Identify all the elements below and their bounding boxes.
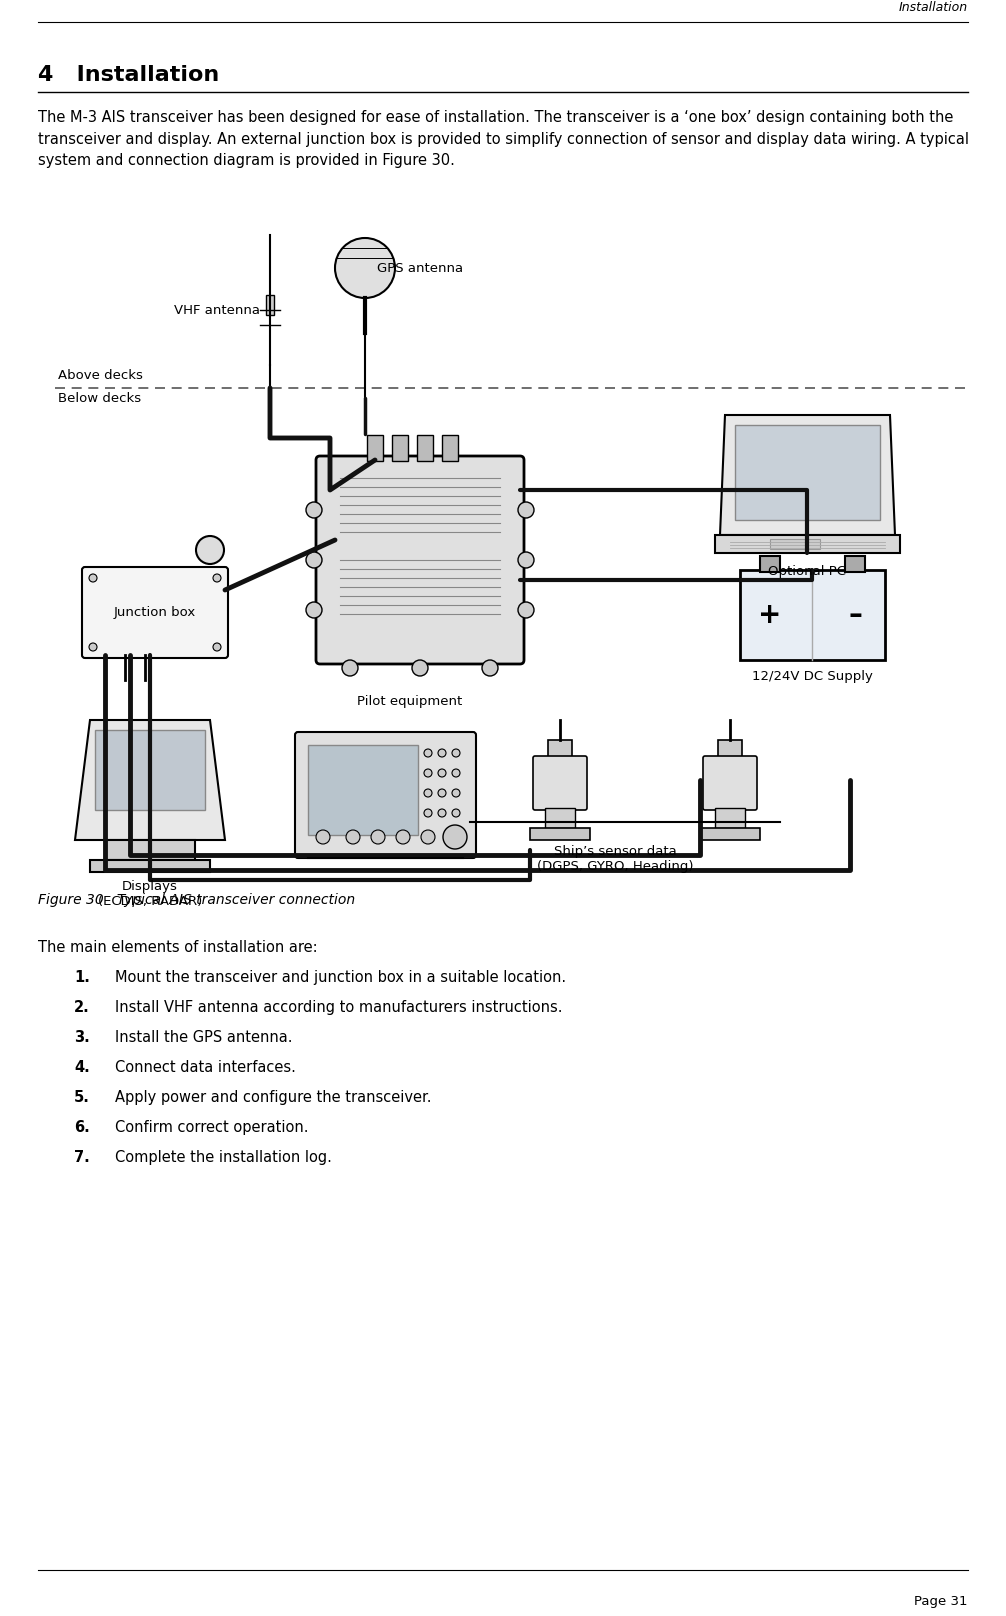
Text: The M-3 AIS transceiver has been designed for ease of installation. The transcei: The M-3 AIS transceiver has been designe… xyxy=(38,110,969,168)
Bar xyxy=(770,540,820,549)
Circle shape xyxy=(306,553,322,567)
FancyBboxPatch shape xyxy=(703,756,757,810)
Bar xyxy=(740,570,885,659)
Bar xyxy=(105,840,195,860)
Circle shape xyxy=(518,553,534,567)
Bar xyxy=(715,808,745,827)
FancyBboxPatch shape xyxy=(82,567,228,658)
Bar xyxy=(308,745,418,835)
FancyBboxPatch shape xyxy=(533,756,586,810)
Circle shape xyxy=(306,503,322,519)
Circle shape xyxy=(424,748,432,756)
Circle shape xyxy=(482,659,498,675)
Bar xyxy=(845,556,865,572)
Circle shape xyxy=(518,603,534,617)
Circle shape xyxy=(452,810,460,818)
Circle shape xyxy=(438,789,446,797)
Text: Figure 30   Typical AIS transceiver connection: Figure 30 Typical AIS transceiver connec… xyxy=(38,894,355,907)
Text: Ship’s sensor data
(DGPS, GYRO, Heading): Ship’s sensor data (DGPS, GYRO, Heading) xyxy=(537,845,693,873)
Circle shape xyxy=(346,831,360,844)
Text: –: – xyxy=(848,601,862,629)
Text: Install the GPS antenna.: Install the GPS antenna. xyxy=(115,1029,293,1046)
Circle shape xyxy=(438,810,446,818)
Bar xyxy=(95,730,205,810)
Circle shape xyxy=(438,748,446,756)
Bar xyxy=(548,740,572,758)
Circle shape xyxy=(452,748,460,756)
Text: 7.: 7. xyxy=(74,1151,90,1165)
Text: Junction box: Junction box xyxy=(114,606,196,619)
Circle shape xyxy=(342,659,358,675)
Bar xyxy=(417,435,433,461)
Polygon shape xyxy=(720,415,895,535)
Text: 2.: 2. xyxy=(74,1000,90,1015)
Circle shape xyxy=(452,789,460,797)
Circle shape xyxy=(452,769,460,777)
Bar xyxy=(266,296,274,315)
Text: 12/24V DC Supply: 12/24V DC Supply xyxy=(752,671,873,684)
Circle shape xyxy=(213,643,221,651)
Circle shape xyxy=(396,831,410,844)
Text: Optional PC: Optional PC xyxy=(769,566,846,579)
FancyBboxPatch shape xyxy=(316,456,524,664)
Text: Page 31: Page 31 xyxy=(914,1595,968,1608)
Bar xyxy=(367,435,383,461)
Circle shape xyxy=(335,238,395,297)
Circle shape xyxy=(518,503,534,519)
Text: Install VHF antenna according to manufacturers instructions.: Install VHF antenna according to manufac… xyxy=(115,1000,562,1015)
Text: Below decks: Below decks xyxy=(58,393,141,406)
Polygon shape xyxy=(75,721,225,840)
Text: Above decks: Above decks xyxy=(58,368,143,381)
Text: 1.: 1. xyxy=(74,970,90,986)
Circle shape xyxy=(213,574,221,582)
Text: 5.: 5. xyxy=(74,1091,90,1105)
Text: Pilot equipment: Pilot equipment xyxy=(357,695,463,708)
Bar xyxy=(90,860,210,873)
Circle shape xyxy=(371,831,385,844)
Bar xyxy=(760,556,780,572)
Circle shape xyxy=(412,659,428,675)
Bar xyxy=(735,425,880,520)
Text: Mount the transceiver and junction box in a suitable location.: Mount the transceiver and junction box i… xyxy=(115,970,566,986)
Circle shape xyxy=(316,831,330,844)
Circle shape xyxy=(196,537,224,564)
Text: 4   Installation: 4 Installation xyxy=(38,65,219,86)
Text: GPS antenna: GPS antenna xyxy=(377,262,463,275)
Text: Confirm correct operation.: Confirm correct operation. xyxy=(115,1120,309,1134)
Bar xyxy=(530,827,590,840)
Bar xyxy=(715,535,900,553)
Text: Connect data interfaces.: Connect data interfaces. xyxy=(115,1060,296,1075)
Bar xyxy=(442,435,458,461)
Circle shape xyxy=(89,643,97,651)
FancyBboxPatch shape xyxy=(295,732,476,858)
Bar xyxy=(718,740,742,758)
Text: Complete the installation log.: Complete the installation log. xyxy=(115,1151,332,1165)
Circle shape xyxy=(424,769,432,777)
Text: Displays
(ECDIS, RADAR): Displays (ECDIS, RADAR) xyxy=(98,881,202,908)
Circle shape xyxy=(306,603,322,617)
Circle shape xyxy=(421,831,435,844)
Circle shape xyxy=(424,789,432,797)
Text: Apply power and configure the transceiver.: Apply power and configure the transceive… xyxy=(115,1091,432,1105)
Text: Installation: Installation xyxy=(899,2,968,15)
Circle shape xyxy=(438,769,446,777)
Circle shape xyxy=(89,574,97,582)
Text: 4.: 4. xyxy=(74,1060,90,1075)
Text: 6.: 6. xyxy=(74,1120,90,1134)
Text: VHF antenna: VHF antenna xyxy=(174,304,260,317)
Text: +: + xyxy=(759,601,782,629)
Bar xyxy=(392,435,408,461)
Text: The main elements of installation are:: The main elements of installation are: xyxy=(38,941,318,955)
Text: 3.: 3. xyxy=(74,1029,90,1046)
Bar xyxy=(700,827,760,840)
Circle shape xyxy=(443,826,467,848)
Circle shape xyxy=(424,810,432,818)
Bar xyxy=(545,808,575,827)
